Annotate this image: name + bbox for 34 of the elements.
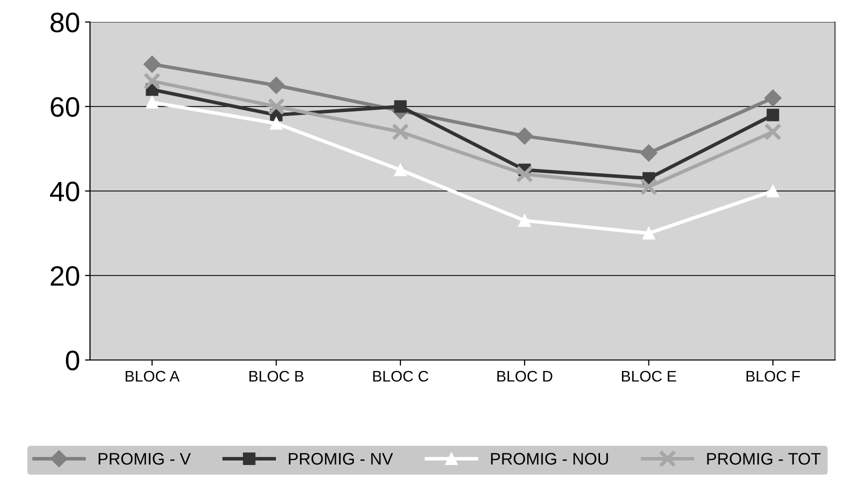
- point: [640, 178, 658, 196]
- point: [640, 144, 658, 162]
- point: [143, 72, 161, 90]
- point: [146, 96, 158, 109]
- point: [642, 227, 655, 240]
- y-tick-label: 0: [66, 350, 80, 370]
- point: [394, 100, 407, 113]
- x-tick-label: BLOC E: [622, 370, 676, 382]
- legend-label: PROMIG - NOU: [491, 452, 608, 465]
- x-tick-label: BLOC B: [249, 370, 304, 382]
- x-tick-label: BLOC C: [373, 370, 428, 382]
- point: [268, 98, 285, 116]
- point: [394, 164, 407, 176]
- point: [766, 184, 780, 198]
- y-tick-label: 20: [50, 266, 80, 286]
- point: [392, 123, 410, 141]
- point: [764, 123, 782, 141]
- x-tick-label: BLOC D: [497, 370, 552, 382]
- legend-label: PROMIG - NV: [288, 452, 394, 465]
- point: [516, 165, 534, 183]
- point: [270, 117, 282, 130]
- legend-label: PROMIG - TOT: [707, 452, 821, 465]
- y-tick-label: 80: [50, 12, 80, 32]
- y-tick-label: 60: [50, 97, 80, 117]
- point: [766, 108, 780, 122]
- x-tick-label: BLOC F: [746, 370, 800, 382]
- point: [518, 214, 531, 227]
- point: [144, 56, 161, 73]
- point: [268, 76, 285, 94]
- point: [516, 128, 534, 145]
- y-tick-label: 40: [50, 182, 80, 202]
- point: [764, 90, 782, 107]
- x-tick-label: BLOC A: [126, 370, 180, 382]
- legend-label: PROMIG - V: [98, 452, 191, 465]
